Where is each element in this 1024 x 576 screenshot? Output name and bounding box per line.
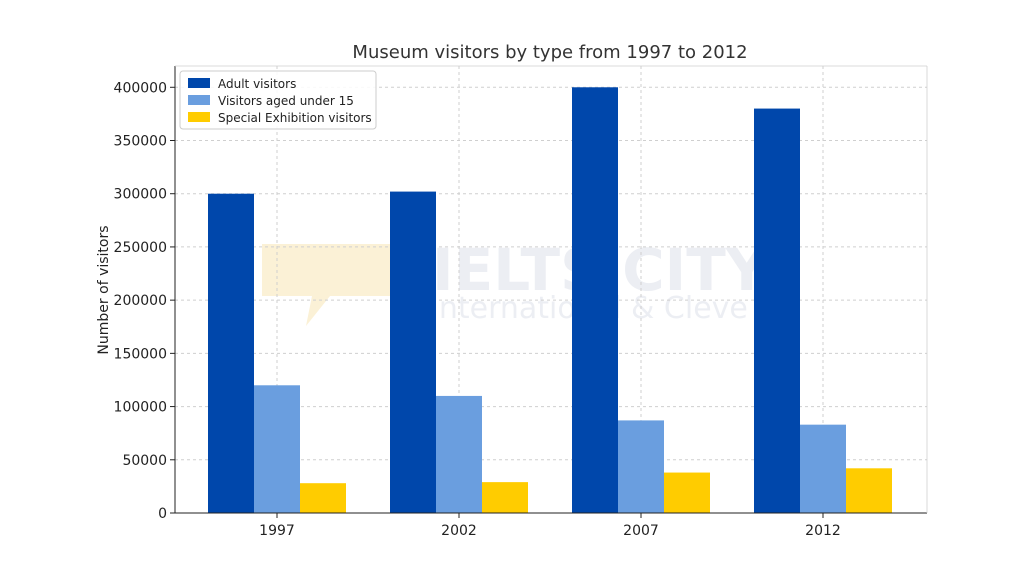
bar bbox=[208, 193, 254, 513]
x-tick-label: 2012 bbox=[805, 523, 841, 539]
legend-frame bbox=[179, 70, 377, 130]
y-tick-label: 100000 bbox=[114, 400, 167, 416]
bars bbox=[208, 87, 892, 514]
y-tick-label: 200000 bbox=[114, 293, 167, 309]
y-tick-label: 400000 bbox=[114, 80, 167, 96]
x-tick-label: 2007 bbox=[623, 523, 659, 539]
bar bbox=[800, 424, 846, 513]
tick-labels: 0 50000 100000 150000 200000 250000 300000 3500… bbox=[114, 80, 841, 539]
watermark: IELTS CITY International & Cleve bbox=[262, 236, 769, 326]
x-tick-label: 1997 bbox=[259, 523, 295, 539]
watermark-bubble-icon bbox=[262, 244, 392, 326]
bar bbox=[618, 420, 664, 513]
legend-label: Special Exhibition visitors bbox=[218, 111, 372, 125]
bar bbox=[390, 191, 436, 514]
y-tick-label: 150000 bbox=[114, 346, 167, 362]
chart-title: Museum visitors by type from 1997 to 201… bbox=[352, 42, 747, 63]
bar bbox=[754, 108, 800, 514]
y-axis-label: Number of visitors bbox=[96, 225, 112, 354]
legend-swatch bbox=[188, 95, 210, 105]
y-tick-label: 250000 bbox=[114, 240, 167, 256]
bar bbox=[254, 385, 300, 513]
bar bbox=[846, 468, 892, 513]
legend-label: Visitors aged under 15 bbox=[218, 94, 354, 108]
legend: Adult visitors Visitors aged under 15 Spec… bbox=[179, 70, 377, 130]
legend-swatch bbox=[188, 112, 210, 122]
bar bbox=[482, 482, 528, 513]
x-tick-label: 2002 bbox=[441, 523, 477, 539]
bar bbox=[572, 87, 618, 514]
y-tick-label: 0 bbox=[158, 506, 167, 522]
bar bbox=[664, 472, 710, 513]
y-tick-label: 300000 bbox=[114, 187, 167, 203]
y-tick-label: 350000 bbox=[114, 134, 167, 150]
bar bbox=[300, 483, 346, 513]
axes bbox=[170, 65, 928, 518]
bar bbox=[436, 395, 482, 513]
y-tick-label: 50000 bbox=[122, 453, 167, 469]
legend-label: Adult visitors bbox=[218, 77, 296, 91]
legend-swatch bbox=[188, 78, 210, 88]
